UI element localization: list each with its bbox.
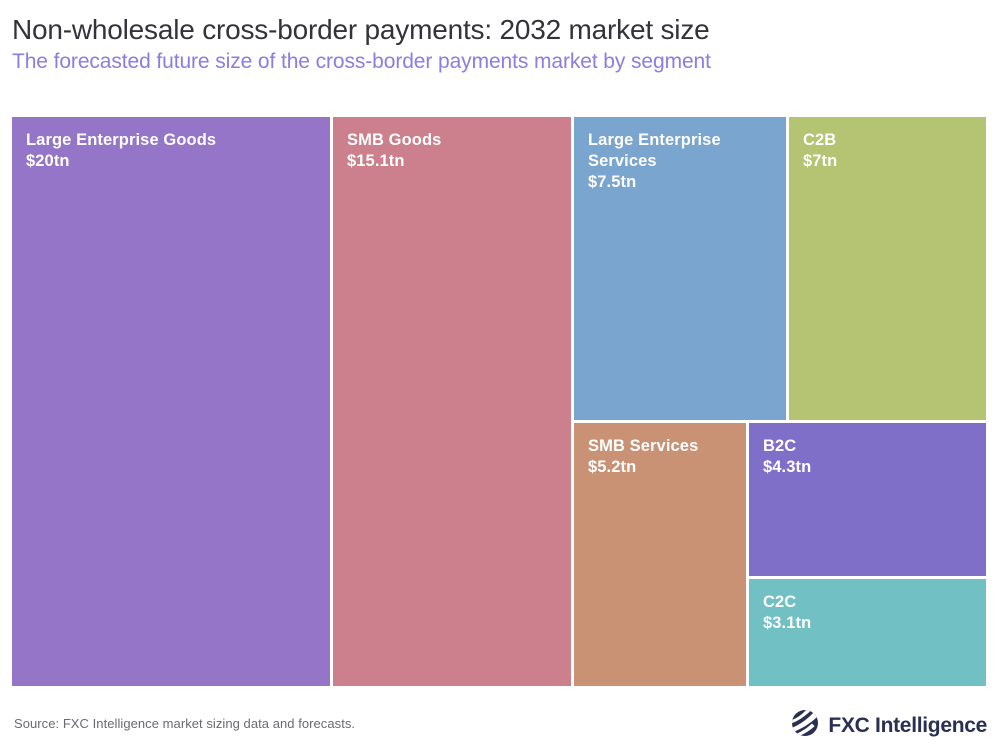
- treemap-cell[interactable]: Large Enterprise Goods $20tn: [12, 117, 330, 686]
- treemap-cell[interactable]: C2B $7tn: [789, 117, 986, 420]
- treemap-chart: Large Enterprise Goods $20tn SMB Goods $15.…: [12, 117, 986, 686]
- treemap-cell-label: B2C: [763, 437, 797, 455]
- treemap-cell-label: SMB Goods: [347, 131, 442, 149]
- treemap-cell-value: $15.1tn: [347, 151, 405, 170]
- chart-header: Non-wholesale cross-border payments: 203…: [12, 14, 987, 74]
- treemap-cell[interactable]: SMB Services $5.2tn: [574, 423, 746, 686]
- treemap-cell-value: $7.5tn: [588, 172, 637, 191]
- treemap-cell[interactable]: B2C $4.3tn: [749, 423, 986, 576]
- brand-logo: FXC Intelligence: [790, 708, 987, 743]
- treemap-cell-label: Large Enterprise Goods: [26, 131, 217, 149]
- source-note: Source: FXC Intelligence market sizing d…: [14, 716, 356, 731]
- page-subtitle: The forecasted future size of the cross-…: [12, 50, 711, 74]
- treemap-cell-label: C2B: [803, 131, 837, 149]
- treemap-cell[interactable]: C2C $3.1tn: [749, 579, 986, 686]
- treemap-cell-label: Large Enterprise Services: [588, 131, 721, 170]
- fxc-globe-icon: [790, 708, 820, 743]
- treemap-cell-value: $3.1tn: [763, 613, 812, 632]
- treemap-cell-value: $5.2tn: [588, 457, 637, 476]
- chart-footer: Source: FXC Intelligence market sizing d…: [0, 700, 999, 749]
- treemap-cell-label: SMB Services: [588, 437, 699, 455]
- brand-name: FXC Intelligence: [828, 713, 987, 737]
- treemap-cell-value: $7tn: [803, 151, 838, 170]
- treemap-cell-value: $4.3tn: [763, 457, 812, 476]
- treemap-cell[interactable]: SMB Goods $15.1tn: [333, 117, 571, 686]
- page-title: Non-wholesale cross-border payments: 203…: [12, 14, 710, 45]
- treemap-cell-value: $20tn: [26, 151, 70, 170]
- treemap-cell-label: C2C: [763, 593, 797, 611]
- treemap-cell[interactable]: Large Enterprise Services $7.5tn: [574, 117, 786, 420]
